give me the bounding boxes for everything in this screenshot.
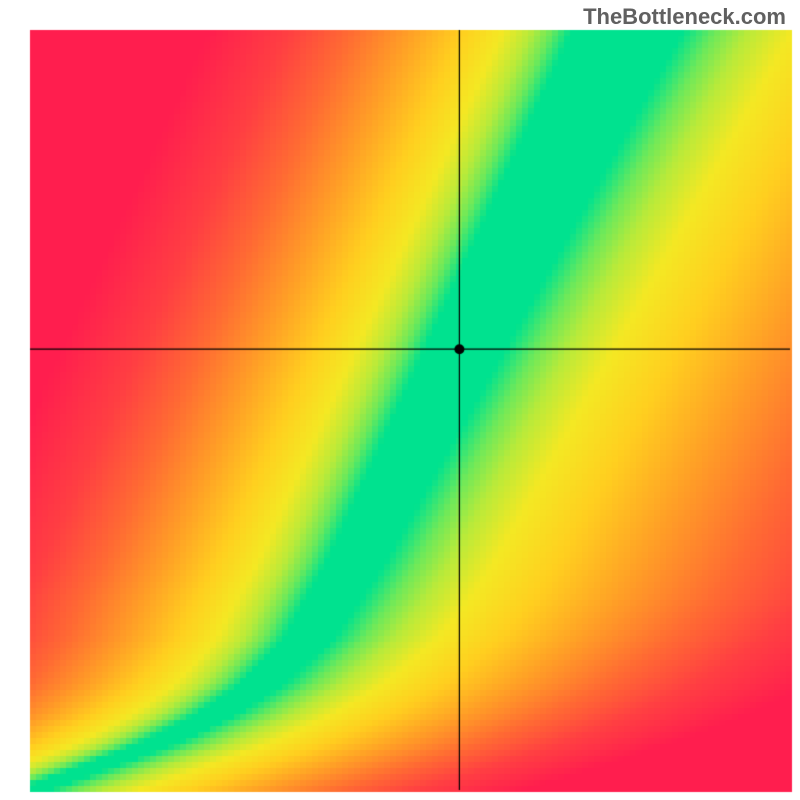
chart-container: TheBottleneck.com (0, 0, 800, 800)
watermark: TheBottleneck.com (583, 4, 786, 30)
heat-canvas (0, 0, 800, 800)
